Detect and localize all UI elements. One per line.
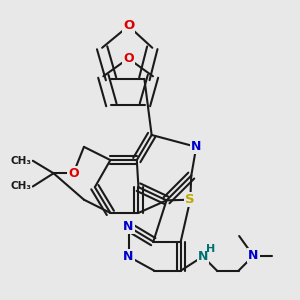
Text: O: O [68, 167, 79, 180]
Text: O: O [123, 20, 134, 32]
Text: N: N [123, 220, 134, 233]
Text: N: N [191, 140, 201, 153]
Text: H: H [206, 244, 215, 254]
Text: CH₃: CH₃ [10, 182, 31, 191]
Text: O: O [123, 52, 134, 65]
Text: N: N [248, 249, 259, 262]
Text: N: N [198, 250, 208, 263]
Text: N: N [123, 250, 134, 263]
Text: CH₃: CH₃ [10, 156, 31, 166]
Text: S: S [185, 193, 195, 206]
